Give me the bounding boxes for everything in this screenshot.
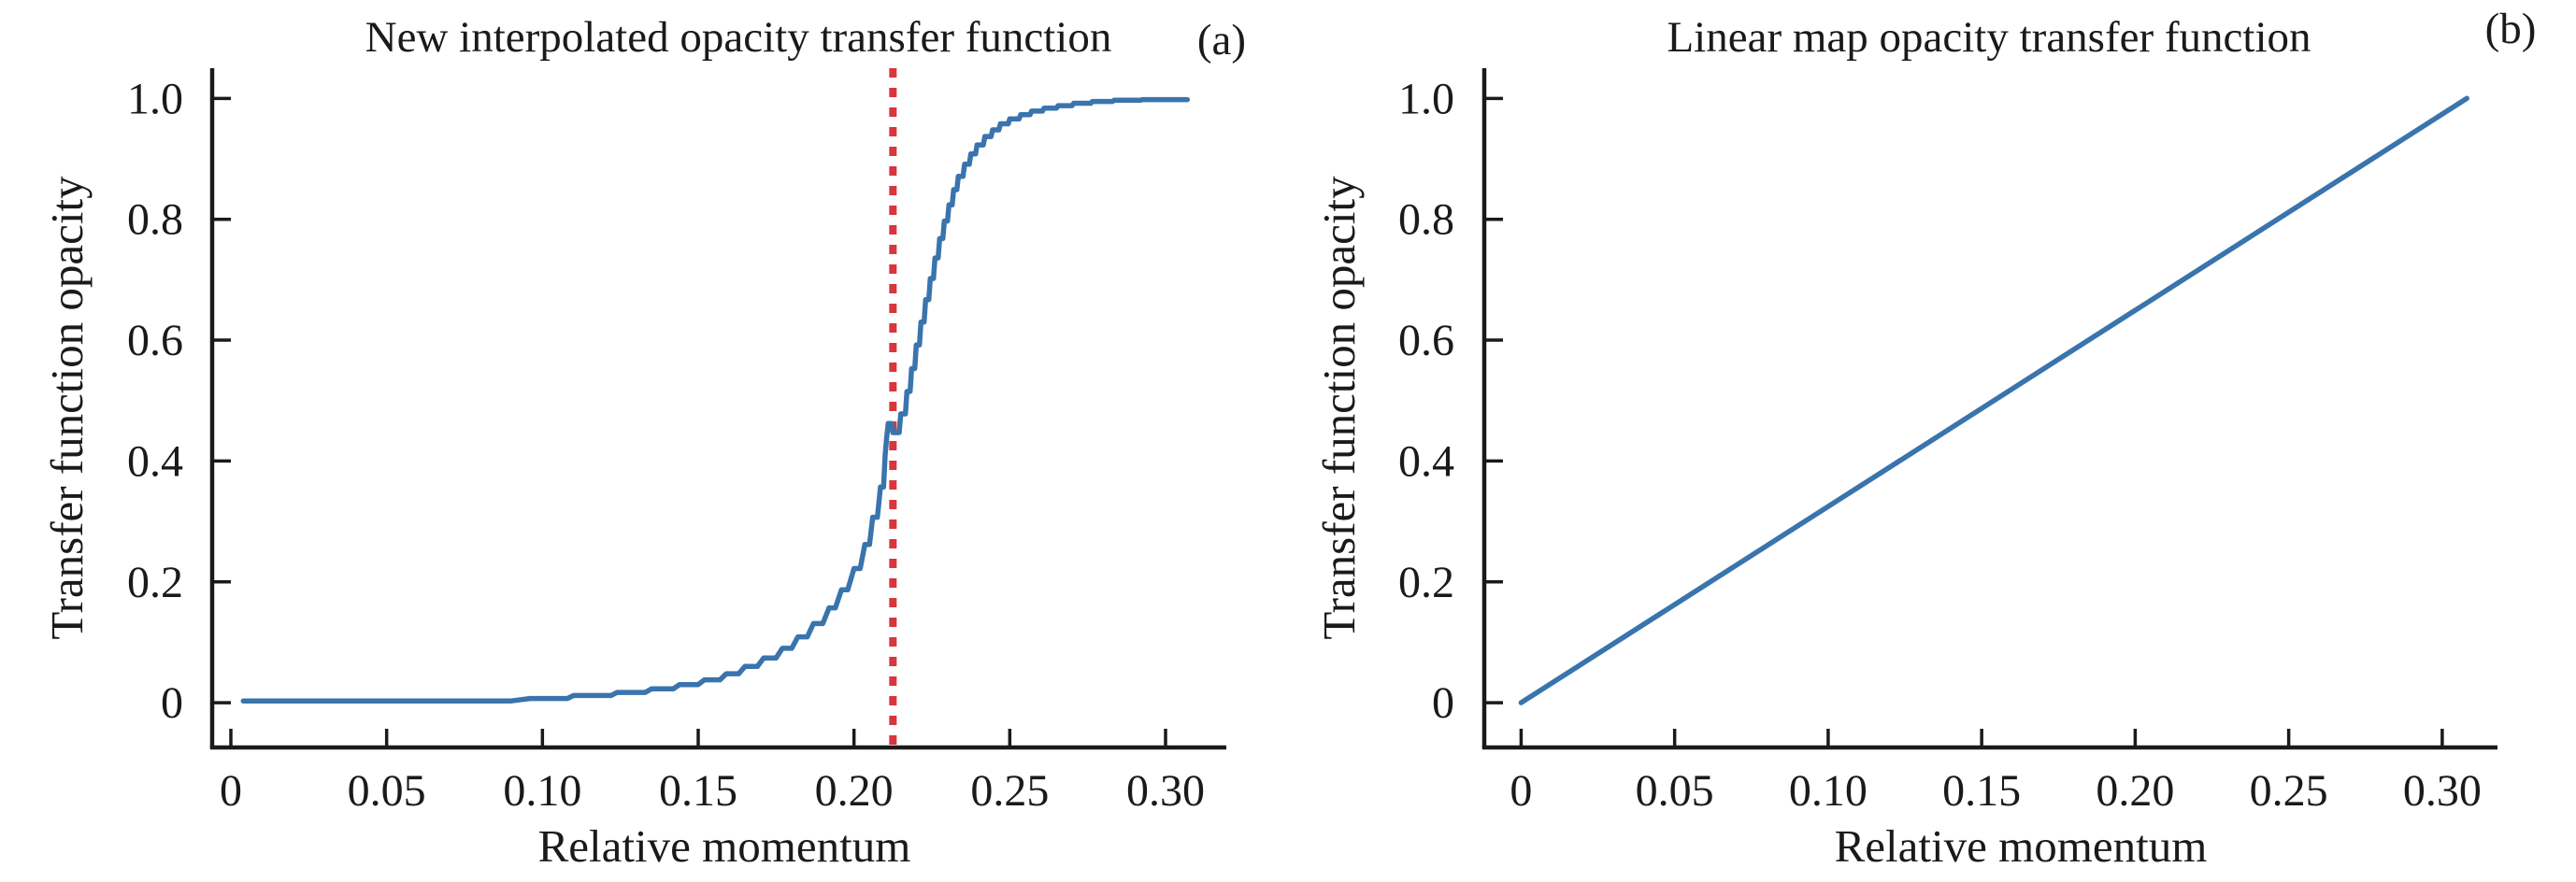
y-tick-label: 0.4	[1398, 436, 1454, 486]
panel-title: New interpolated opacity transfer functi…	[365, 13, 1112, 62]
y-tick-label: 0.8	[1398, 195, 1454, 245]
x-tick-label: 0.25	[970, 766, 1049, 816]
panel-letter: (a)	[1197, 16, 1246, 64]
y-tick-label: 0.6	[127, 316, 183, 365]
y-tick-label: 0.4	[127, 436, 183, 486]
x-tick-label: 0.05	[348, 766, 426, 816]
x-tick-label: 0.10	[503, 766, 581, 816]
x-tick-label: 0	[1510, 766, 1532, 816]
y-axis-label: Transfer function opacity	[41, 176, 93, 640]
x-tick-label: 0.30	[1126, 766, 1205, 816]
x-tick-label: 0.10	[1789, 766, 1868, 816]
y-tick-label: 0	[1432, 678, 1454, 728]
x-tick-label: 0.20	[815, 766, 894, 816]
x-tick-label: 0.15	[659, 766, 737, 816]
x-tick-label: 0.15	[1942, 766, 2021, 816]
y-tick-label: 0.2	[1398, 558, 1454, 607]
x-tick-label: 0.20	[2096, 766, 2174, 816]
panel-title: Linear map opacity transfer function	[1667, 13, 2311, 62]
x-axis-label: Relative momentum	[538, 820, 911, 872]
y-tick-label: 1.0	[1398, 74, 1454, 123]
x-axis-label: Relative momentum	[1835, 820, 2208, 872]
y-tick-label: 0.8	[127, 195, 183, 245]
linear-opacity-line	[1518, 95, 2469, 705]
y-tick-label: 1.0	[127, 74, 183, 123]
x-tick-label: 0.25	[2250, 766, 2328, 816]
y-tick-label: 0.6	[1398, 316, 1454, 365]
interpolated-opacity-curve	[240, 96, 1191, 704]
x-tick-label: 0	[220, 766, 242, 816]
y-tick-label: 0	[161, 678, 183, 728]
panel-letter: (b)	[2485, 5, 2537, 53]
y-axis-label: Transfer function opacity	[1313, 176, 1365, 640]
x-tick-label: 0.05	[1636, 766, 1714, 816]
y-tick-label: 0.2	[127, 558, 183, 607]
x-tick-label: 0.30	[2403, 766, 2482, 816]
